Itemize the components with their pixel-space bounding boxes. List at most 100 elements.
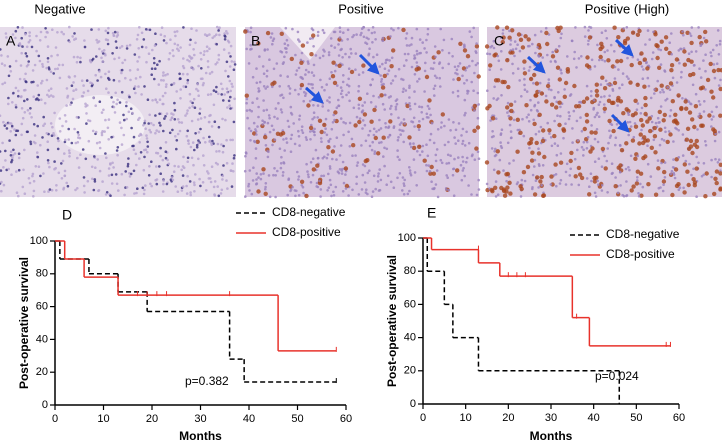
cell <box>120 71 123 75</box>
cell <box>361 173 365 177</box>
cell <box>193 183 196 187</box>
cell <box>687 100 691 103</box>
cell <box>176 47 179 51</box>
cell <box>290 133 294 137</box>
cell <box>508 102 514 108</box>
cell <box>214 62 217 66</box>
cell <box>672 158 675 161</box>
cell <box>410 65 414 69</box>
cell <box>298 144 301 147</box>
cell <box>114 91 117 95</box>
cell <box>544 26 548 30</box>
cell <box>633 124 639 129</box>
cell <box>81 148 85 151</box>
cell <box>557 122 562 128</box>
cell <box>596 140 600 144</box>
cell <box>638 132 643 137</box>
cell <box>95 55 98 58</box>
cell <box>213 120 217 123</box>
cell <box>452 167 455 171</box>
cell <box>266 85 269 88</box>
cell <box>104 72 107 76</box>
cell <box>299 87 302 91</box>
y-tick-label: 0 <box>410 398 416 410</box>
cell <box>328 165 332 168</box>
cell <box>570 39 574 43</box>
cell <box>197 131 201 134</box>
cell <box>528 65 532 69</box>
cell <box>670 192 675 198</box>
cell <box>495 25 500 30</box>
cell <box>63 114 67 117</box>
cell <box>708 61 713 67</box>
cell <box>211 36 214 40</box>
cell <box>7 96 10 100</box>
cell <box>164 85 168 89</box>
cell <box>640 128 643 132</box>
cell <box>689 34 693 38</box>
cell <box>93 178 97 181</box>
cell <box>465 66 469 69</box>
cell <box>490 147 494 150</box>
cell <box>382 73 387 79</box>
cell <box>431 67 435 70</box>
cell <box>369 83 373 87</box>
cell <box>371 140 375 144</box>
cell <box>429 113 432 117</box>
cell <box>126 164 130 168</box>
cell <box>628 168 631 172</box>
cell <box>648 128 653 134</box>
cell <box>225 179 228 182</box>
y-tick-label: 100 <box>30 235 48 247</box>
cell <box>632 135 636 139</box>
cell <box>228 65 232 68</box>
cell <box>408 142 412 146</box>
cell <box>590 124 593 127</box>
cell <box>508 123 512 127</box>
cell <box>477 103 481 106</box>
cell <box>0 180 3 184</box>
cell <box>195 29 198 32</box>
cell <box>321 105 325 108</box>
cell <box>244 93 249 98</box>
cell <box>307 82 311 86</box>
cell <box>331 121 335 124</box>
cell <box>685 126 691 131</box>
cell <box>205 45 209 48</box>
cell <box>377 128 381 132</box>
cell <box>12 148 15 152</box>
cell <box>670 99 675 104</box>
cell <box>433 84 437 88</box>
panel-label: A <box>6 33 16 49</box>
cell <box>592 99 596 102</box>
x-tick-label: 10 <box>460 412 472 424</box>
cell <box>604 29 607 33</box>
cell <box>191 141 195 144</box>
cell <box>564 170 568 174</box>
cell <box>57 171 61 175</box>
cell <box>83 39 86 42</box>
cell <box>264 182 268 185</box>
cell <box>232 120 236 124</box>
cell <box>288 87 292 90</box>
cell <box>627 77 630 80</box>
cell <box>387 135 390 139</box>
cell <box>245 97 249 101</box>
cell <box>689 59 694 64</box>
cell <box>265 75 269 78</box>
cell <box>466 89 469 93</box>
cell <box>173 164 176 168</box>
cell <box>463 144 467 147</box>
cell <box>300 125 304 128</box>
cell <box>339 144 343 147</box>
cell <box>457 139 460 142</box>
cell <box>492 53 497 58</box>
cell <box>154 98 157 101</box>
cell <box>105 156 108 160</box>
cell <box>498 158 502 162</box>
cell <box>185 112 189 115</box>
cell <box>155 101 159 104</box>
cell <box>193 53 196 57</box>
cell <box>643 102 648 108</box>
cell <box>39 174 42 178</box>
